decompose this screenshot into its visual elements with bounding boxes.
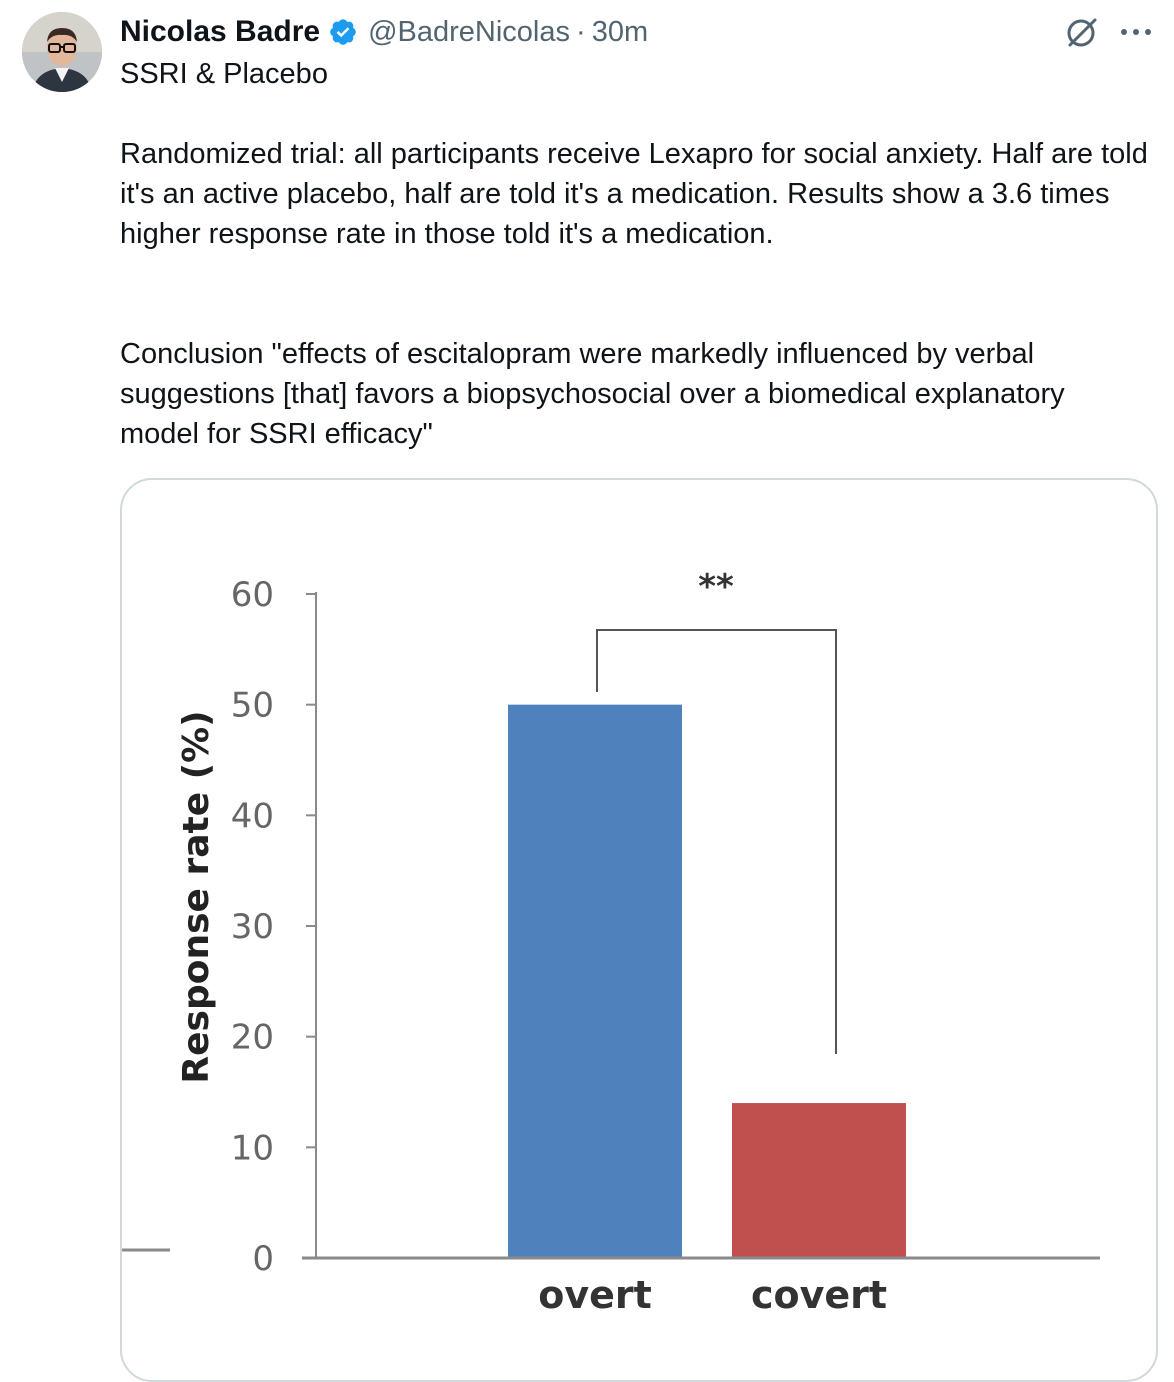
y-tick-label: 60 [231, 575, 274, 615]
y-tick-label: 50 [231, 686, 274, 726]
separator-dot: · [576, 15, 586, 48]
avatar[interactable] [22, 12, 102, 92]
author-name[interactable]: Nicolas Badre [120, 15, 321, 48]
y-tick-label: 20 [231, 1018, 274, 1058]
bar-overt [508, 704, 682, 1258]
x-category-label: overt [538, 1273, 652, 1317]
significance-label: ** [698, 567, 734, 607]
author-handle[interactable]: @BadreNicolas [368, 15, 571, 48]
response-rate-chart: 0 10 20 30 40 50 60 overt covert ** Response ra… [122, 567, 1100, 1317]
y-axis-label: Response rate (%) [176, 710, 217, 1083]
y-tick-label: 0 [252, 1239, 274, 1279]
y-tick-label: 30 [231, 907, 274, 947]
x-category-label: covert [751, 1273, 887, 1317]
tweet-title: SSRI & Placebo [120, 58, 328, 90]
grok-icon[interactable] [1064, 14, 1100, 50]
y-tick-label: 40 [231, 796, 274, 836]
tweet-paragraph-2: Conclusion "effects of escitalopram were… [120, 338, 1065, 450]
y-tick-label: 10 [231, 1128, 274, 1168]
tweet-media-image[interactable]: 0 10 20 30 40 50 60 overt covert ** Response ra… [120, 478, 1158, 1382]
more-options-icon[interactable] [1116, 20, 1156, 44]
tweet-header: Nicolas Badre @BadreNicolas · 30m [120, 12, 648, 52]
bar-covert [732, 1103, 906, 1258]
timestamp[interactable]: 30m [591, 15, 649, 48]
tweet-paragraph-1: Randomized trial: all participants recei… [120, 138, 1148, 250]
verified-badge-icon[interactable] [328, 17, 358, 47]
significance-bracket [596, 629, 837, 1054]
